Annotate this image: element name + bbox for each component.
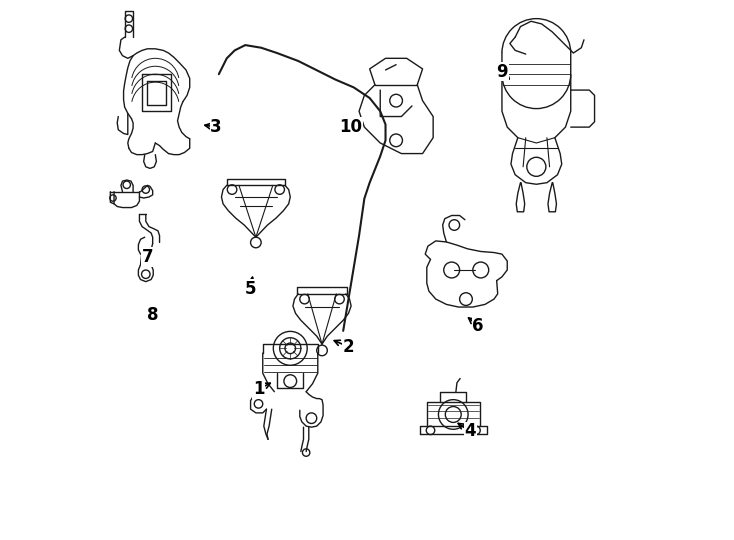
- Text: 10: 10: [340, 118, 363, 136]
- Text: 4: 4: [465, 422, 476, 441]
- Text: 3: 3: [211, 118, 222, 136]
- Text: 1: 1: [252, 380, 264, 398]
- Text: 6: 6: [473, 316, 484, 335]
- Text: 7: 7: [142, 248, 153, 266]
- Text: 9: 9: [496, 63, 508, 80]
- Text: 2: 2: [343, 338, 355, 356]
- Text: 5: 5: [245, 280, 256, 298]
- Text: 8: 8: [147, 306, 159, 324]
